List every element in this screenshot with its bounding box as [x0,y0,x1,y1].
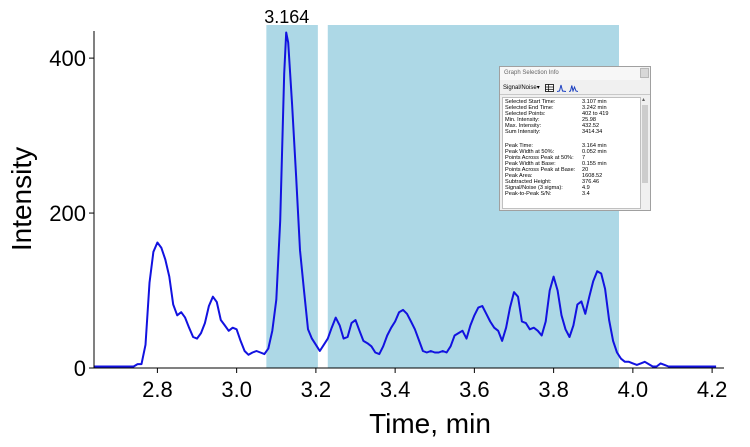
chevron-down-icon[interactable]: ▾ [536,85,540,91]
info-key: Selected Start Time: [505,99,556,105]
info-value: 3414.34 [582,129,603,136]
info-row: Signal/Noise (3 sigma): 4.9 [505,185,640,191]
info-value: 7 [582,154,586,161]
panel-toolbar: Signal/Noise ▾ [500,81,650,95]
graph-selection-info-panel[interactable]: Graph Selection Info Signal/Noise ▾ Sele… [499,66,651,211]
info-key: Selected End Time: [505,105,554,112]
info-row: Subtracted Height: 376.46 [505,179,640,185]
y-tick-label: 0 [74,356,86,381]
peak-icon[interactable] [556,84,566,92]
info-key: Peak Width at 50%: [505,148,555,155]
info-value: 20 [582,166,589,173]
info-key: Min. Intensity: [505,117,540,124]
scroll-up-icon[interactable]: ▴ [642,97,646,103]
table-view-icon[interactable] [544,83,554,92]
x-tick-label: 3.4 [380,377,411,402]
x-tick-label: 2.8 [142,377,173,402]
info-value: 25.98 [582,117,596,124]
info-row: Max. Intensity: 432.52 [505,123,640,129]
multi-peak-icon[interactable] [568,84,578,92]
info-key: Points Across Peak at 50%: [505,154,574,161]
info-key: Points Across Peak at Base: [505,166,576,173]
x-axis-title: Time, min [369,408,491,439]
info-key: Subtracted Height: [505,179,552,186]
x-tick-label: 3.6 [459,377,490,402]
info-row: Peak Area: 1608.52 [505,173,640,179]
x-tick-label: 3.0 [221,377,252,402]
info-value: 0.155 min [582,160,607,167]
info-key: Signal/Noise (3 sigma): [505,185,563,192]
info-value: 0.052 min [582,148,607,155]
y-axis-title: Intensity [6,147,37,251]
info-value: 4.9 [582,185,590,192]
info-key: Peak Width at Base: [505,160,556,167]
y-tick-label: 400 [49,46,86,71]
info-value: 3.164 min [582,142,607,149]
info-key: Selected Points: [505,111,546,118]
info-row: Min. Intensity: 25.98 [505,117,640,123]
y-tick-label: 200 [49,201,86,226]
info-key: Peak Time: [505,142,533,149]
intensity-trace [94,31,717,368]
x-tick-label: 4.0 [618,377,649,402]
info-row: Points Across Peak at 50%: 7 [505,155,640,161]
info-row: Sum Intensity: 3414.34 [505,129,640,135]
close-icon[interactable] [640,68,649,78]
x-tick-label: 3.2 [301,377,332,402]
info-value: 376.46 [582,179,600,186]
info-row: Selected Points: 402 to 419 [505,111,640,117]
info-row: Peak Width at Base: 0.155 min [505,161,640,167]
x-tick-label: 4.2 [697,377,728,402]
info-value: 1608.52 [582,173,603,180]
scrollbar-thumb[interactable] [642,105,648,183]
info-key: Peak Area: [505,173,533,180]
selection-info-list: Selected Start Time: 3.107 min Selected En… [502,97,641,209]
info-value: 3.107 min [582,99,607,105]
info-key: Peak-to-Peak S/N: [505,191,552,198]
info-row: Points Across Peak at Base: 20 [505,167,640,173]
info-key: Max. Intensity: [505,123,542,130]
axis-ticks: 2.8 3.0 3.2 3.4 3.6 3.8 4.0 4.2 0 200 400 [49,46,727,402]
info-key: Sum Intensity: [505,129,541,136]
signal-noise-dropdown-label[interactable]: Signal/Noise [503,84,537,91]
info-row: Selected End Time: 3.242 min [505,105,640,111]
info-row: Peak-to-Peak S/N: 3.4 [505,191,640,197]
info-row: Selected Start Time: 3.107 min [505,99,640,105]
x-tick-label: 3.8 [538,377,569,402]
panel-scrollbar[interactable]: ▴ [641,97,649,209]
peak-label: 3.164 [264,7,309,27]
panel-title: Graph Selection Info [500,67,641,80]
info-value: 432.52 [582,123,600,130]
info-row: Peak Time: 3.164 min [505,143,640,149]
info-value: 3.4 [582,191,590,198]
info-row: Peak Width at 50%: 0.052 min [505,149,640,155]
info-value: 3.242 min [582,105,607,112]
axes [93,31,724,369]
info-value: 402 to 419 [582,111,609,118]
